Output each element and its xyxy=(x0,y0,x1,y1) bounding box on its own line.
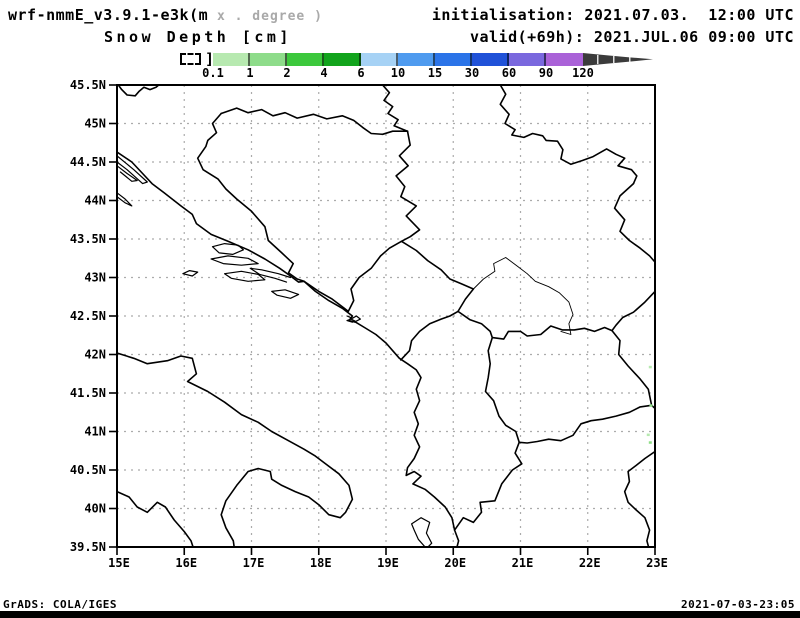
colorbar-segment xyxy=(509,53,546,66)
lat-label: 44.5N xyxy=(70,155,106,169)
lat-label: 44N xyxy=(84,194,106,208)
colorbar-tick-label: 1 xyxy=(246,66,254,80)
lon-label: 21E xyxy=(512,556,534,570)
snow-cell xyxy=(646,433,650,437)
map-border-line xyxy=(484,325,653,444)
colorbar-tick-label: 90 xyxy=(538,66,554,80)
lon-label: 17E xyxy=(243,556,265,570)
lat-label: 41N xyxy=(84,425,106,439)
map-border-line xyxy=(117,165,138,182)
map-border-line xyxy=(303,240,403,313)
snow-cell xyxy=(649,404,653,407)
map-border-line xyxy=(472,257,574,335)
map-border-line xyxy=(224,270,266,282)
model-name-line: wrf-nmmE_v3.9.1-e3k(m x . degree ) xyxy=(8,6,323,24)
lat-label: 45N xyxy=(84,117,106,131)
lon-label: 18E xyxy=(310,556,332,570)
plot-title: Snow Depth [cm] xyxy=(104,28,292,46)
lat-label: 45.5N xyxy=(70,78,106,92)
creation-timestamp: 2021-07-03-23:05 xyxy=(681,598,795,611)
map-border-line xyxy=(220,107,409,136)
lon-label: 22E xyxy=(579,556,601,570)
colorbar-tick-label: 120 xyxy=(572,66,594,80)
map-border-line xyxy=(623,450,655,547)
colorbar-segment xyxy=(472,53,509,66)
colorbar-segment xyxy=(213,53,250,66)
map-border-line xyxy=(117,85,160,97)
lon-label: 15E xyxy=(108,556,130,570)
map-border-line xyxy=(182,270,199,277)
axis-ticks xyxy=(109,84,656,555)
map-border-line xyxy=(117,155,148,185)
lon-label: 16E xyxy=(175,556,197,570)
colorbar-tick-label: 15 xyxy=(427,66,443,80)
colorbar-segment xyxy=(250,53,287,66)
lat-label: 41.5N xyxy=(70,386,106,400)
lon-label: 23E xyxy=(646,556,668,570)
map-border-line xyxy=(395,130,421,243)
map-border-line xyxy=(249,267,292,283)
valid-time-label: valid(+69h): 2021.JUL.06 09:00 UTC xyxy=(469,28,794,46)
colorbar-segment xyxy=(546,53,583,66)
colorbar-tick-label: 2 xyxy=(283,66,291,80)
map-border-line xyxy=(399,240,475,361)
grid-lines xyxy=(117,85,655,547)
colorbar-tick-label: 10 xyxy=(390,66,406,80)
map-border-line xyxy=(611,290,655,332)
map-border-line xyxy=(346,315,361,323)
colorbar-below-min-box xyxy=(180,53,201,65)
snow-depth-cells xyxy=(646,365,653,444)
colorbar-tick-label: 4 xyxy=(320,66,328,80)
snow-cell xyxy=(648,365,652,369)
colorbar-tick-label: 30 xyxy=(464,66,480,80)
map-border-line xyxy=(117,352,354,547)
colorbar-bracket: ] xyxy=(205,50,215,68)
lat-label: 42.5N xyxy=(70,309,106,323)
colorbar-above-max-arrow xyxy=(583,53,653,66)
map-border-line xyxy=(453,441,523,531)
initialisation-label: initialisation: 2021.07.03. 12:00 UTC xyxy=(431,6,794,24)
bottom-black-bar xyxy=(0,611,800,618)
map-border-line xyxy=(381,85,409,132)
lat-label: 40.5N xyxy=(70,463,106,477)
colorbar-segment xyxy=(287,53,324,66)
colorbar-tick-label: 6 xyxy=(357,66,365,80)
colorbar-segments xyxy=(213,53,583,66)
map-border-line xyxy=(117,151,460,547)
grads-credit: GrADS: COLA/IGES xyxy=(3,598,117,611)
lat-label: 39.5N xyxy=(70,540,106,554)
lon-label: 19E xyxy=(377,556,399,570)
map-border-line xyxy=(613,182,655,263)
map-border-line xyxy=(117,192,133,207)
lon-label: 20E xyxy=(444,556,466,570)
map-border-line xyxy=(196,112,305,283)
colorbar-segment xyxy=(361,53,398,66)
map-border-line xyxy=(211,243,244,255)
colorbar-tick-label: 60 xyxy=(501,66,517,80)
map-border-line xyxy=(457,310,494,339)
map-border-line xyxy=(210,255,259,266)
map-border-line xyxy=(117,490,194,547)
snow-cell xyxy=(648,441,652,444)
lat-label: 43N xyxy=(84,271,106,285)
lat-label: 42N xyxy=(84,348,106,362)
map-border-line xyxy=(411,517,433,547)
lat-label: 43.5N xyxy=(70,232,106,246)
model-name: wrf-nmmE_v3.9.1-e3k(m xyxy=(8,6,209,24)
coastlines-and-borders xyxy=(117,85,655,547)
model-units-note: x . degree ) xyxy=(208,9,323,24)
colorbar-segment xyxy=(324,53,361,66)
colorbar-segment xyxy=(435,53,472,66)
colorbar-tick-label: 0.1 xyxy=(202,66,224,80)
map-border-line xyxy=(271,289,300,299)
colorbar-segment xyxy=(398,53,435,66)
axis-labels: 45.5N 45N 44.5N 44N 43.5N 43N 42.5N 42N 41.5N 41N… xyxy=(70,78,668,570)
map-border-line xyxy=(499,85,638,185)
lat-label: 40N xyxy=(84,502,106,516)
